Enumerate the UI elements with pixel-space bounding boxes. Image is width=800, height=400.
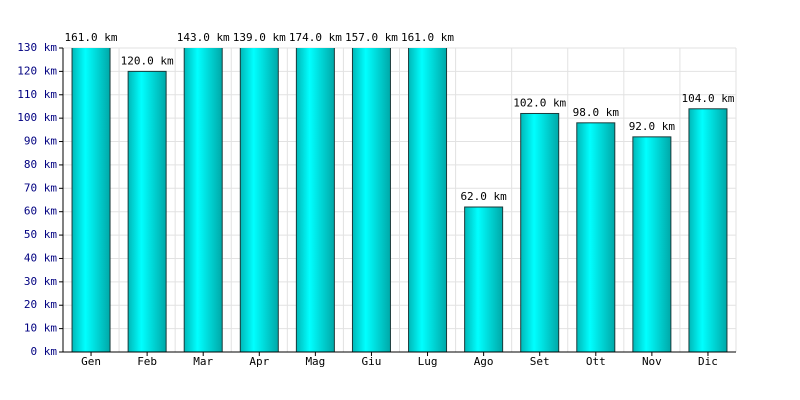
y-tick-label: 80 km <box>24 158 57 171</box>
x-tick-label: Giu <box>362 355 382 368</box>
x-tick-label: Apr <box>249 355 269 368</box>
bar <box>71 48 111 353</box>
bar <box>183 48 223 353</box>
bar <box>127 70 167 353</box>
y-tick-label: 120 km <box>17 64 57 77</box>
value-label: 161.0 km <box>65 31 118 44</box>
y-tick-label: 0 km <box>31 345 58 358</box>
y-tick-label: 20 km <box>24 298 57 311</box>
value-label: 104.0 km <box>681 92 734 105</box>
bars <box>71 48 728 353</box>
x-tick-label: Gen <box>81 355 101 368</box>
bar <box>688 108 728 353</box>
value-label: 120.0 km <box>121 54 174 67</box>
y-tick-label: 130 km <box>17 41 57 54</box>
bar <box>464 206 504 353</box>
x-tick-label: Ago <box>474 355 494 368</box>
y-tick-label: 40 km <box>24 251 57 264</box>
y-tick-label: 70 km <box>24 181 57 194</box>
x-tick-label: Feb <box>137 355 157 368</box>
x-tick-label: Mar <box>193 355 213 368</box>
labels: 0 km 10 km 20 km 30 km 40 km 50 km 60 km 70 km 8… <box>17 31 736 368</box>
y-tick-label: 60 km <box>24 205 57 218</box>
bar <box>351 48 391 353</box>
x-tick-label: Dic <box>698 355 718 368</box>
value-label: 102.0 km <box>513 96 566 109</box>
x-tick-label: Lug <box>418 355 438 368</box>
y-tick-label: 10 km <box>24 322 57 335</box>
y-tick-label: 110 km <box>17 88 57 101</box>
bar <box>632 136 672 353</box>
value-label: 98.0 km <box>573 106 620 119</box>
bar <box>239 48 279 353</box>
y-tick-label: 50 km <box>24 228 57 241</box>
y-tick-label: 30 km <box>24 275 57 288</box>
bar <box>576 122 616 353</box>
value-label: 62.0 km <box>460 190 507 203</box>
value-label: 174.0 km <box>289 31 342 44</box>
value-label: 157.0 km <box>345 31 398 44</box>
x-tick-label: Set <box>530 355 550 368</box>
value-label: 143.0 km <box>177 31 230 44</box>
y-tick-label: 90 km <box>24 135 57 148</box>
bar <box>295 48 335 353</box>
bar <box>408 48 448 353</box>
y-tick-label: 100 km <box>17 111 57 124</box>
x-tick-label: Ott <box>586 355 606 368</box>
value-label: 139.0 km <box>233 31 286 44</box>
value-label: 92.0 km <box>629 120 676 133</box>
value-label: 161.0 km <box>401 31 454 44</box>
x-tick-label: Mag <box>305 355 325 368</box>
x-tick-label: Nov <box>642 355 662 368</box>
bar <box>520 112 560 353</box>
grid <box>59 47 737 353</box>
